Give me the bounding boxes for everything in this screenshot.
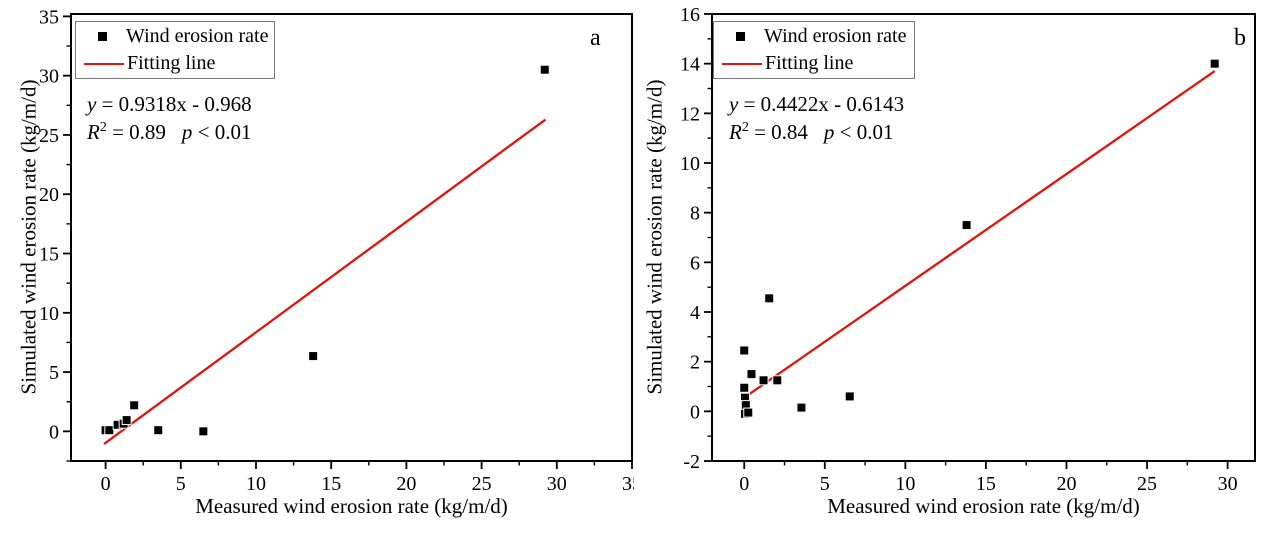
- y-axis-tick-label: 25: [39, 125, 59, 147]
- y-axis-tick-label: 6: [690, 252, 700, 274]
- data-point: [129, 400, 140, 411]
- x-axis-tick-label: 15: [321, 473, 341, 495]
- data-point: [961, 220, 972, 231]
- panel-b: 0 5 10 15 20 25 30 -2 0 2 4 6 8 10 12 14 16 Wind erosion…: [634, 0, 1268, 537]
- panel-a: 0 5 10 15 20 25 30 35 0 5 10 15 20 25 30 35 Wind erosio…: [16, 6, 635, 518]
- legend-fit-label: Fitting line: [127, 52, 216, 75]
- r-exponent: 2: [99, 120, 107, 135]
- data-point: [308, 351, 319, 362]
- fit-line: [103, 118, 547, 445]
- y-axis-tick-label: 35: [39, 6, 59, 28]
- data-point: [764, 293, 775, 304]
- panel-a-plot: 0 5 10 15 20 25 30 35 0 5 10 15 20 25 30 35: [39, 6, 634, 495]
- y-axis-tick-label: 2: [690, 352, 700, 374]
- x-axis-title: Measured wind erosion rate (kg/m/d): [195, 494, 508, 518]
- data-point: [772, 375, 783, 386]
- y-axis-tick-label: 10: [680, 153, 700, 175]
- square-marker-icon: [98, 31, 107, 41]
- r-exponent: 2: [741, 120, 749, 135]
- x-axis-title: Measured wind erosion rate (kg/m/d): [827, 494, 1140, 518]
- data-point: [153, 425, 164, 436]
- equation-rest: = 0.4422x - 0.6143: [743, 92, 905, 116]
- x-axis-tick-label: 25: [472, 473, 492, 495]
- y-axis-tick-label: 4: [690, 302, 700, 324]
- r-value: = 0.84: [754, 120, 808, 144]
- x-axis-tick-label: 5: [820, 473, 830, 495]
- legend-series-label: Wind erosion rate: [764, 24, 907, 47]
- y-axis-tick-label: -2: [683, 451, 700, 473]
- data-point: [796, 402, 807, 413]
- regression-stats: R2 = 0.84 p < 0.01: [729, 120, 894, 145]
- r-symbol: R: [87, 120, 100, 144]
- x-axis-tick-label: 20: [396, 473, 416, 495]
- x-axis-tick-label: 25: [1137, 473, 1157, 495]
- x-axis-tick-label: 30: [547, 473, 567, 495]
- r-symbol: R: [729, 120, 742, 144]
- red-line-icon: [722, 62, 762, 65]
- plot-box: [70, 13, 633, 462]
- y-axis-tick-label: 15: [39, 244, 59, 266]
- legend-series-label: Wind erosion rate: [126, 24, 269, 47]
- y-axis-tick-label: 8: [690, 203, 700, 225]
- legend-item-series: Wind erosion rate: [714, 23, 914, 49]
- plot-box: [711, 13, 1256, 462]
- y-axis-tick-label: 16: [680, 4, 700, 26]
- y-axis-tick-label: 0: [690, 401, 700, 423]
- x-axis-tick-label: 20: [1056, 473, 1076, 495]
- panel-b-plot: 0 5 10 15 20 25 30 -2 0 2 4 6 8 10 12 14 16: [680, 4, 1256, 495]
- y-axis-tick-label: 10: [39, 303, 59, 325]
- r-value: = 0.89: [112, 120, 166, 144]
- x-axis-tick-label: 15: [976, 473, 996, 495]
- x-axis-tick-label: 5: [176, 473, 186, 495]
- p-value: < 0.01: [839, 120, 894, 144]
- legend-b: Wind erosion rate Fitting line: [713, 21, 915, 79]
- y-axis-tick-label: 20: [39, 184, 59, 206]
- equation-var: y: [87, 92, 97, 116]
- data-point: [198, 426, 209, 437]
- data-point: [539, 64, 550, 75]
- data-point: [739, 345, 750, 356]
- x-axis-tick-label: 0: [739, 473, 749, 495]
- data-point: [739, 382, 750, 393]
- y-axis-tick-label: 14: [680, 54, 700, 76]
- y-axis-title: Simulated wind erosion rate (kg/m/d): [16, 79, 41, 395]
- y-axis-tick-label: 5: [49, 362, 59, 384]
- red-line-icon: [84, 62, 124, 65]
- y-axis-tick-label: 30: [39, 66, 59, 88]
- legend-fit-label: Fitting line: [765, 52, 854, 75]
- p-symbol: p: [181, 120, 193, 144]
- y-axis-title: Simulated wind erosion rate (kg/m/d): [642, 79, 667, 395]
- x-axis-tick-label: 0: [101, 473, 111, 495]
- legend-item-fit: Fitting line: [76, 51, 274, 77]
- square-marker-icon: [736, 31, 745, 41]
- equation-var: y: [729, 92, 739, 116]
- regression-stats: R2 = 0.89 p < 0.01: [87, 120, 252, 145]
- legend-item-series: Wind erosion rate: [76, 23, 274, 49]
- x-axis-tick-label: 30: [1218, 473, 1238, 495]
- regression-equation: y = 0.4422x - 0.6143: [729, 92, 904, 117]
- fit-line: [743, 70, 1216, 399]
- data-point: [746, 369, 757, 380]
- data-point: [758, 375, 769, 386]
- data-point: [1209, 58, 1220, 69]
- y-axis-tick-label: 0: [49, 421, 59, 443]
- data-point: [844, 391, 855, 402]
- data-point: [743, 407, 754, 418]
- y-axis-tick-label: 12: [680, 103, 700, 125]
- data-point: [121, 415, 132, 426]
- panel-letter-a: a: [590, 25, 601, 51]
- p-symbol: p: [823, 120, 835, 144]
- legend-a: Wind erosion rate Fitting line: [75, 21, 275, 79]
- p-value: < 0.01: [197, 120, 252, 144]
- x-axis-tick-label: 10: [895, 473, 915, 495]
- equation-rest: = 0.9318x - 0.968: [101, 92, 252, 116]
- x-axis-tick-label: 35: [622, 473, 634, 495]
- regression-equation: y = 0.9318x - 0.968: [87, 92, 252, 117]
- legend-item-fit: Fitting line: [714, 51, 914, 77]
- data-point: [104, 425, 115, 436]
- panel-letter-b: b: [1234, 25, 1246, 51]
- x-axis-tick-label: 10: [246, 473, 266, 495]
